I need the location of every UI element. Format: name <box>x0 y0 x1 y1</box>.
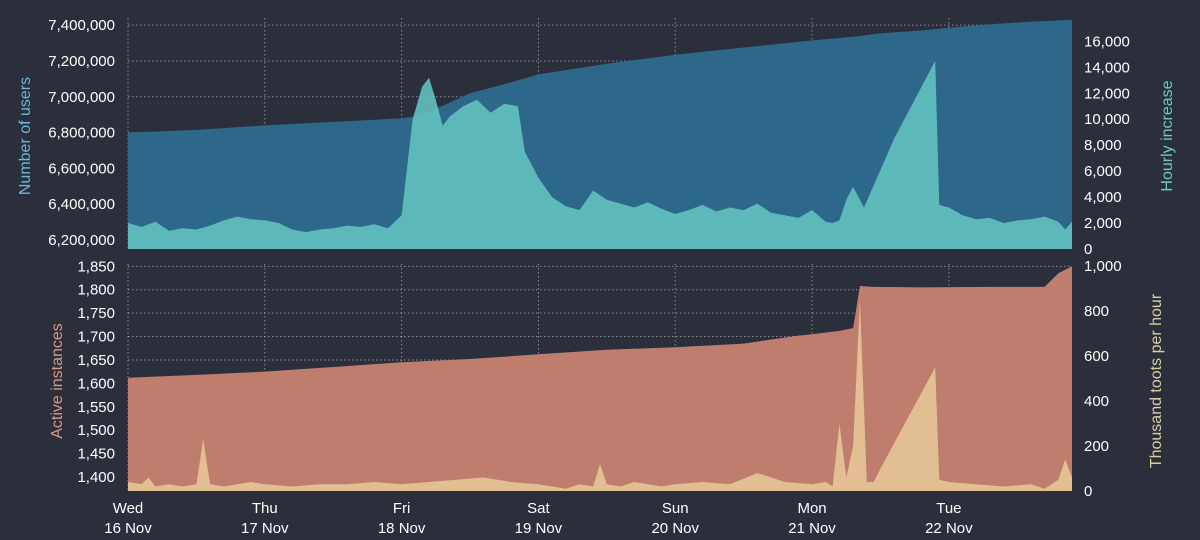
users-axis-label: Number of users <box>17 77 34 195</box>
toots-tick-label: 200 <box>1084 438 1109 455</box>
users-area <box>128 19 1072 249</box>
hourly-tick-label: 6,000 <box>1084 163 1122 180</box>
users-tick-label: 6,800,000 <box>48 125 115 142</box>
hourly-tick-label: 12,000 <box>1084 85 1130 102</box>
instances-tick-label: 1,600 <box>77 375 115 392</box>
toots-tick-label: 0 <box>1084 483 1092 500</box>
toots-tick-label: 400 <box>1084 393 1109 410</box>
x-tick-date: 16 Nov <box>104 520 152 537</box>
toots-tick-label: 600 <box>1084 348 1109 365</box>
x-tick-date: 17 Nov <box>241 520 289 537</box>
x-tick-day: Mon <box>797 500 826 517</box>
instances-tick-label: 1,450 <box>77 446 115 463</box>
toots-tick-label: 1,000 <box>1084 258 1122 275</box>
hourly-tick-label: 2,000 <box>1084 215 1122 232</box>
instances-tick-label: 1,700 <box>77 329 115 346</box>
x-tick-day: Sun <box>662 500 689 517</box>
instances-tick-label: 1,400 <box>77 469 115 486</box>
x-tick-day: Tue <box>936 500 961 517</box>
toots-tick-label: 800 <box>1084 303 1109 320</box>
users-tick-label: 7,000,000 <box>48 89 115 106</box>
bottom-right-ticks: 0 200 400 600 800 1,000 <box>1084 258 1122 500</box>
x-tick-date: 20 Nov <box>651 520 699 537</box>
instances-tick-label: 1,850 <box>77 258 115 275</box>
users-tick-label: 7,200,000 <box>48 53 115 70</box>
x-tick-date: 22 Nov <box>925 520 973 537</box>
users-tick-label: 6,400,000 <box>48 196 115 213</box>
instances-tick-label: 1,550 <box>77 399 115 416</box>
x-axis-ticks: Wed 16 Nov Thu 17 Nov Fri 18 Nov Sat 19 Nov Sun 2… <box>104 500 973 537</box>
instances-tick-label: 1,650 <box>77 352 115 369</box>
hourly-tick-label: 10,000 <box>1084 111 1130 128</box>
hourly-tick-label: 14,000 <box>1084 59 1130 76</box>
hourly-tick-label: 4,000 <box>1084 189 1122 206</box>
instances-tick-label: 1,500 <box>77 422 115 439</box>
users-tick-label: 6,600,000 <box>48 160 115 177</box>
x-tick-day: Thu <box>252 500 278 517</box>
users-tick-label: 7,400,000 <box>48 17 115 34</box>
x-tick-date: 21 Nov <box>788 520 836 537</box>
x-tick-date: 19 Nov <box>515 520 563 537</box>
hourly-tick-label: 0 <box>1084 241 1092 258</box>
hourly-tick-label: 8,000 <box>1084 137 1122 154</box>
toots-axis-label: Thousand toots per hour <box>1148 293 1165 468</box>
instances-tick-label: 1,750 <box>77 305 115 322</box>
hourly-axis-label: Hourly increase <box>1159 80 1176 191</box>
instances-tick-label: 1,800 <box>77 282 115 299</box>
top-right-ticks: 0 2,000 4,000 6,000 8,000 10,000 12,000 14,000 1… <box>1084 33 1130 258</box>
users-tick-label: 6,200,000 <box>48 232 115 249</box>
instances-axis-label: Active instances <box>49 323 66 439</box>
instances-area <box>128 266 1072 491</box>
hourly-tick-label: 16,000 <box>1084 33 1130 50</box>
hourly-area <box>128 60 1072 249</box>
x-tick-day: Wed <box>113 500 144 517</box>
x-tick-day: Sat <box>527 500 550 517</box>
bottom-left-ticks: 1,400 1,450 1,500 1,550 1,600 1,650 1,700 1,750… <box>77 258 115 486</box>
x-tick-day: Fri <box>393 500 411 517</box>
x-tick-date: 18 Nov <box>378 520 426 537</box>
top-left-ticks: 6,200,000 6,400,000 6,600,000 6,800,000 7,00… <box>48 17 115 249</box>
